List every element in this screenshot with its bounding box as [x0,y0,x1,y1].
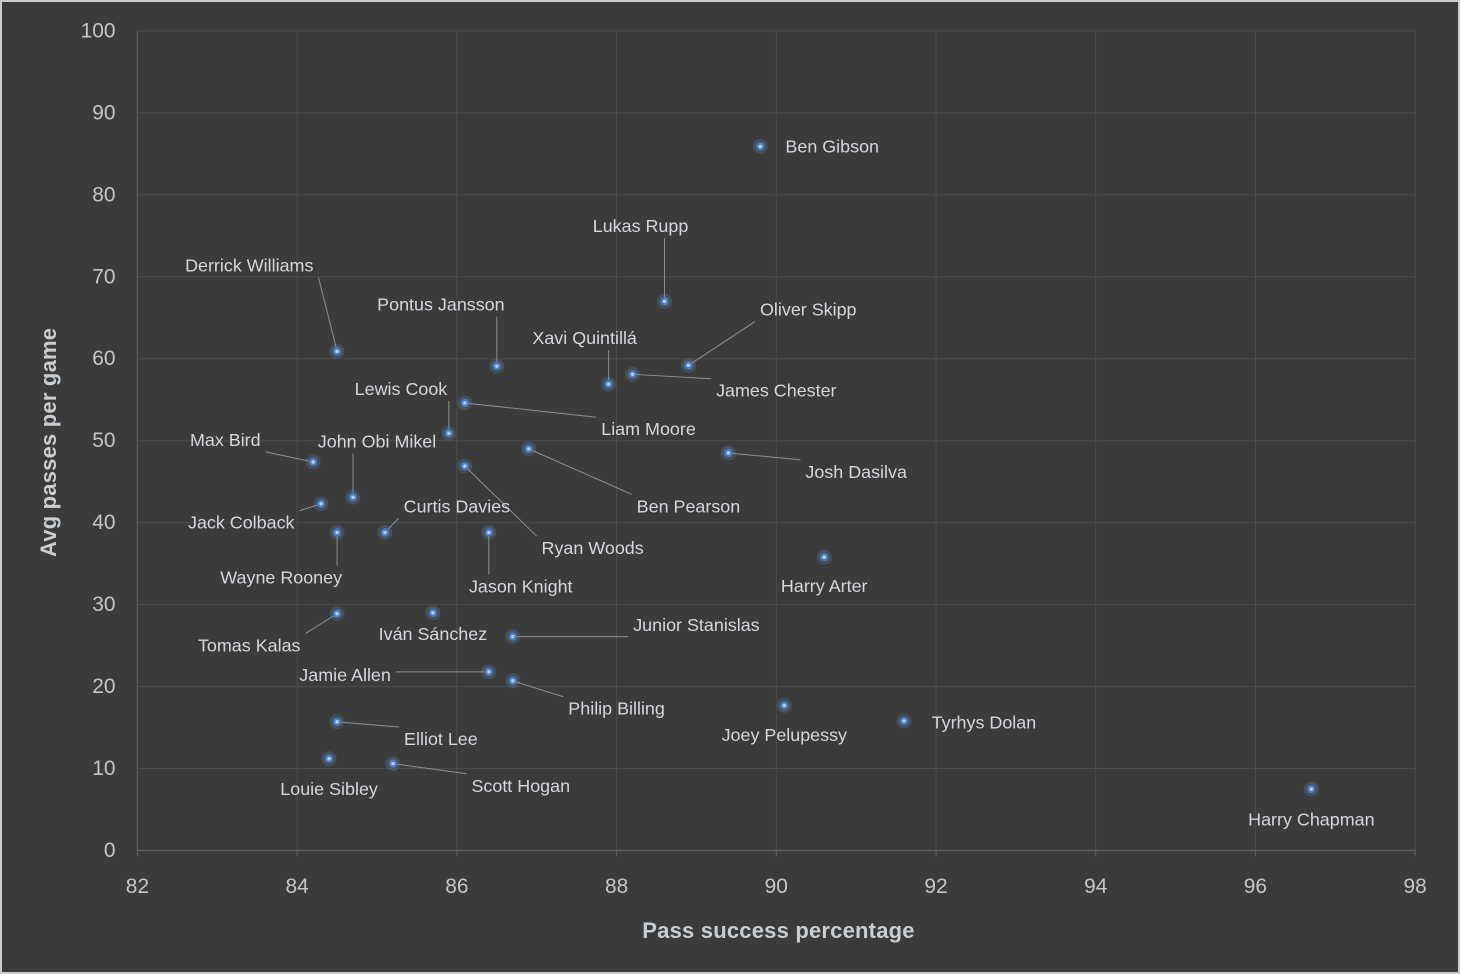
x-tick-label: 86 [445,875,468,898]
point-label: Ben Pearson [637,496,741,516]
point-label: Jason Knight [469,577,573,597]
point-label: Jamie Allen [299,665,391,685]
data-point [752,138,768,154]
data-point [441,425,457,441]
point-label: Harry Arter [781,576,868,596]
point-label: Philip Billing [568,699,665,719]
leader-line [392,763,467,775]
data-point [625,366,641,382]
y-tick-label: 100 [81,19,116,42]
y-tick-label: 10 [92,757,115,780]
point-label: Joey Pelupessy [722,725,847,745]
data-point [305,454,321,470]
leader-line [632,373,712,380]
data-point [345,489,361,505]
x-axis-title: Pass success percentage [642,918,915,943]
labels-layer: Ben Gibson Lukas Rupp Derrick Williams Pont… [185,136,1374,829]
data-point [385,756,401,772]
point-label: Jack Colback [188,513,295,533]
data-point [329,343,345,359]
y-tick-label: 0 [104,839,116,862]
leader-line [464,465,537,537]
point-label: Elliot Lee [404,729,478,749]
point-label: Oliver Skipp [760,300,857,320]
y-tick-label: 60 [92,347,115,370]
y-tick-label: 80 [92,183,115,206]
data-point [505,629,521,645]
data-point [680,357,696,373]
y-tick-label: 20 [92,675,115,698]
data-point [329,606,345,622]
leader-line [464,402,597,418]
point-label: Derrick Williams [185,255,313,275]
leader-line [265,451,314,463]
data-point [601,376,617,392]
data-point [425,605,441,621]
x-tick-label: 82 [126,875,149,898]
leader-line [528,448,632,495]
data-point [489,358,505,374]
y-tick-label: 70 [92,265,115,288]
leader-line [688,321,756,366]
point-label: Pontus Jansson [377,295,504,315]
x-tick-label: 84 [286,875,310,898]
data-point [481,525,497,540]
point-label: Harry Chapman [1248,809,1374,829]
point-label: Ben Gibson [785,136,879,156]
leader-line [728,452,801,461]
x-tick-label: 96 [1244,875,1267,898]
data-point [657,293,672,309]
point-label: Max Bird [190,430,261,450]
point-label: Lewis Cook [355,379,448,399]
point-label: Liam Moore [601,419,696,439]
point-label: Junior Stanislas [633,615,759,635]
y-tick-label: 90 [92,101,115,124]
point-label: Wayne Rooney [220,568,342,588]
point-label: Scott Hogan [471,776,570,796]
leader-line [337,721,400,728]
data-point [457,395,473,411]
x-tick-label: 92 [924,875,947,898]
point-label: Josh Dasilva [805,462,907,482]
data-point [329,714,345,730]
leader-line [512,680,564,698]
leader-line [317,277,338,352]
data-point [776,697,792,713]
data-point [521,441,537,457]
x-tick-label: 88 [605,875,628,898]
data-point [720,445,736,461]
point-label: Iván Sánchez [379,624,488,644]
data-point [377,525,393,540]
x-tick-label: 90 [765,875,788,898]
data-point [481,664,497,680]
data-point [816,549,832,565]
point-label: John Obi Mikel [318,432,436,452]
leader-lines-layer [265,237,801,775]
point-label: Lukas Rupp [593,216,689,236]
y-tick-label: 50 [92,429,115,452]
leader-line [305,613,338,635]
data-point [313,496,329,512]
x-tick-label: 98 [1404,875,1427,898]
data-point [329,525,345,540]
point-label: James Chester [716,381,836,401]
data-point [457,458,473,474]
point-label: Ryan Woods [542,538,644,558]
point-label: Xavi Quintillá [532,328,637,348]
point-label: Tyrhys Dolan [932,713,1037,733]
y-tick-label: 40 [92,511,115,534]
data-point [1303,781,1319,797]
y-axis-title: Avg passes per game [36,327,61,558]
data-point [896,713,912,729]
point-label: Tomas Kalas [198,636,301,656]
points-layer [305,138,1319,797]
data-point [321,751,337,767]
data-point [505,673,521,689]
point-label: Louie Sibley [280,779,378,799]
y-tick-label: 30 [92,593,115,616]
x-tick-label: 94 [1084,875,1108,898]
point-label: Curtis Davies [404,496,511,516]
